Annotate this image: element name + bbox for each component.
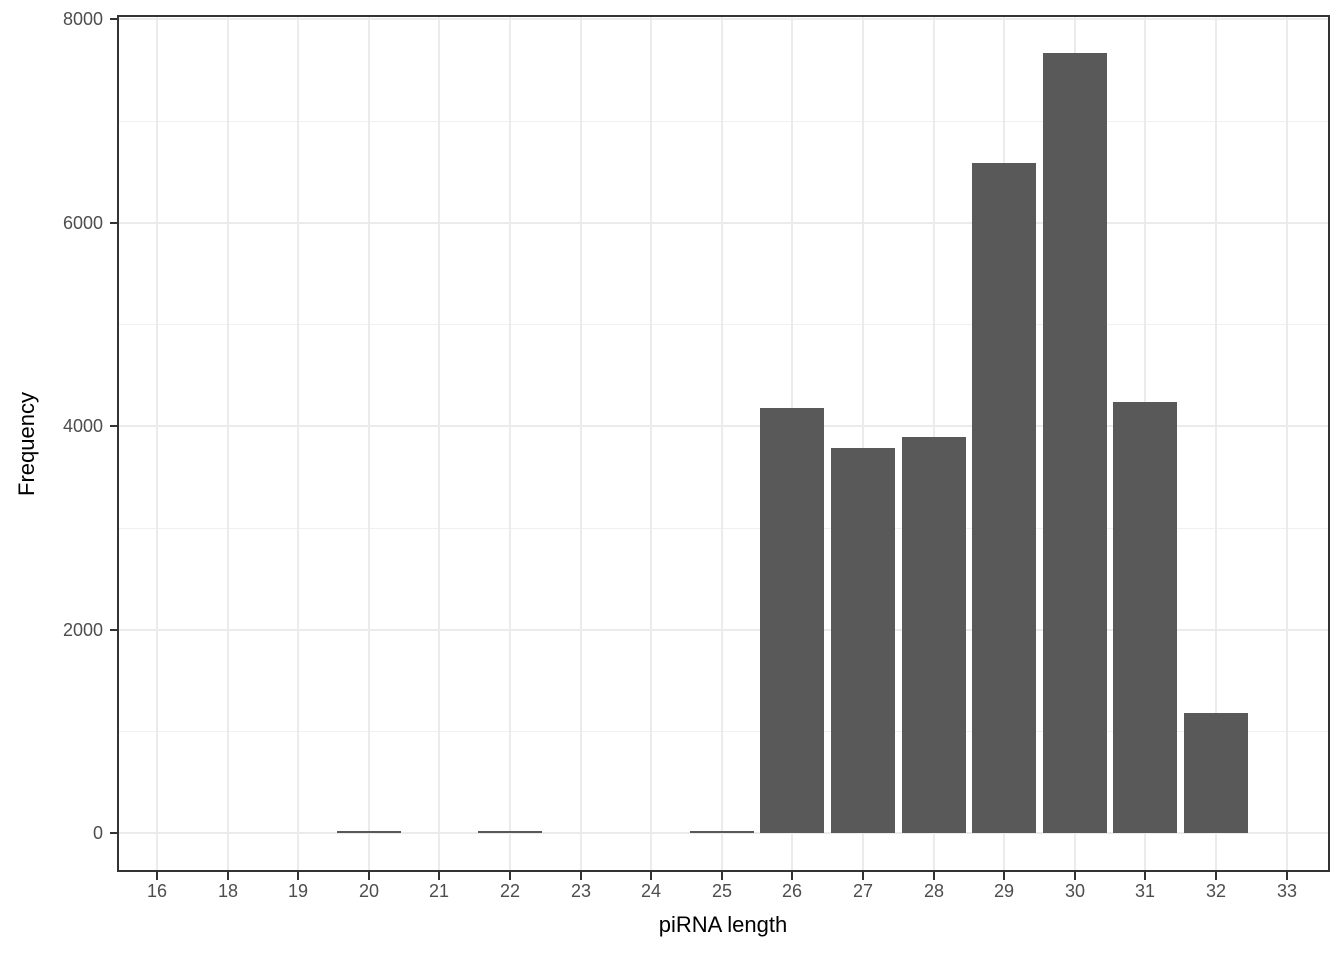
gridline-major-y-8000 (119, 18, 1328, 20)
x-tick-mark-31 (1144, 872, 1146, 880)
y-tick-label-0: 0 (92, 823, 103, 843)
gridline-minor-y-7000 (119, 121, 1328, 122)
gridline-minor-y-1000 (119, 731, 1328, 732)
y-tick-label-4000: 4000 (62, 416, 103, 436)
y-tick-label-6000: 6000 (62, 213, 103, 233)
x-tick-label-26: 26 (781, 881, 803, 901)
bar-20 (337, 831, 401, 833)
x-tick-mark-32 (1215, 872, 1217, 880)
x-tick-mark-19 (297, 872, 299, 880)
gridline-x-24 (650, 17, 652, 870)
y-tick-label-8000: 8000 (62, 9, 103, 29)
x-tick-label-31: 31 (1134, 881, 1156, 901)
x-tick-label-28: 28 (923, 881, 945, 901)
bar-32 (1184, 713, 1248, 833)
gridline-minor-y-5000 (119, 324, 1328, 325)
gridline-major-y-2000 (119, 629, 1328, 631)
x-tick-mark-28 (933, 872, 935, 880)
x-tick-label-29: 29 (993, 881, 1015, 901)
y-tick-mark-2000 (110, 629, 117, 631)
gridline-minor-y-3000 (119, 528, 1328, 529)
y-tick-mark-8000 (110, 18, 117, 20)
gridline-x-20 (368, 17, 370, 870)
x-tick-mark-25 (721, 872, 723, 880)
gridline-x-16 (156, 17, 158, 870)
x-tick-label-16: 16 (146, 881, 168, 901)
x-tick-label-18: 18 (217, 881, 239, 901)
bar-27 (831, 448, 895, 833)
y-tick-mark-6000 (110, 222, 117, 224)
gridline-x-19 (297, 17, 299, 870)
y-tick-label-2000: 2000 (62, 620, 103, 640)
bar-29 (972, 163, 1036, 833)
x-tick-label-21: 21 (428, 881, 450, 901)
x-tick-label-25: 25 (711, 881, 733, 901)
x-tick-mark-21 (438, 872, 440, 880)
gridline-major-y-0 (119, 832, 1328, 834)
x-tick-label-27: 27 (852, 881, 874, 901)
gridline-x-18 (227, 17, 229, 870)
x-tick-mark-30 (1074, 872, 1076, 880)
x-tick-mark-16 (156, 872, 158, 880)
x-tick-mark-18 (227, 872, 229, 880)
y-axis-title: Frequency (14, 392, 39, 496)
gridline-x-27 (862, 17, 864, 870)
gridline-major-y-6000 (119, 222, 1328, 224)
bar-28 (902, 437, 966, 833)
x-tick-label-33: 33 (1276, 881, 1298, 901)
gridline-x-25 (721, 17, 723, 870)
bar-26 (760, 408, 824, 833)
gridline-x-23 (580, 17, 582, 870)
x-tick-label-19: 19 (287, 881, 309, 901)
gridline-x-33 (1286, 17, 1288, 870)
gridline-major-y-4000 (119, 425, 1328, 427)
x-tick-label-30: 30 (1064, 881, 1086, 901)
x-tick-label-24: 24 (640, 881, 662, 901)
y-tick-mark-4000 (110, 425, 117, 427)
x-tick-mark-33 (1286, 872, 1288, 880)
x-tick-label-20: 20 (358, 881, 380, 901)
x-tick-mark-20 (368, 872, 370, 880)
gridline-x-21 (438, 17, 440, 870)
x-tick-mark-24 (650, 872, 652, 880)
x-axis-title: piRNA length (658, 912, 788, 937)
x-tick-mark-23 (580, 872, 582, 880)
bar-31 (1113, 402, 1177, 833)
bar-25 (690, 831, 754, 833)
x-tick-label-22: 22 (499, 881, 521, 901)
gridline-x-22 (509, 17, 511, 870)
gridline-x-32 (1215, 17, 1217, 870)
x-tick-mark-26 (791, 872, 793, 880)
bar-30 (1043, 53, 1107, 833)
x-tick-mark-27 (862, 872, 864, 880)
x-tick-mark-22 (509, 872, 511, 880)
plot-panel (117, 15, 1330, 872)
y-tick-mark-0 (110, 832, 117, 834)
bar-22 (478, 831, 542, 833)
x-tick-label-23: 23 (570, 881, 592, 901)
x-tick-mark-29 (1003, 872, 1005, 880)
x-tick-label-32: 32 (1205, 881, 1227, 901)
